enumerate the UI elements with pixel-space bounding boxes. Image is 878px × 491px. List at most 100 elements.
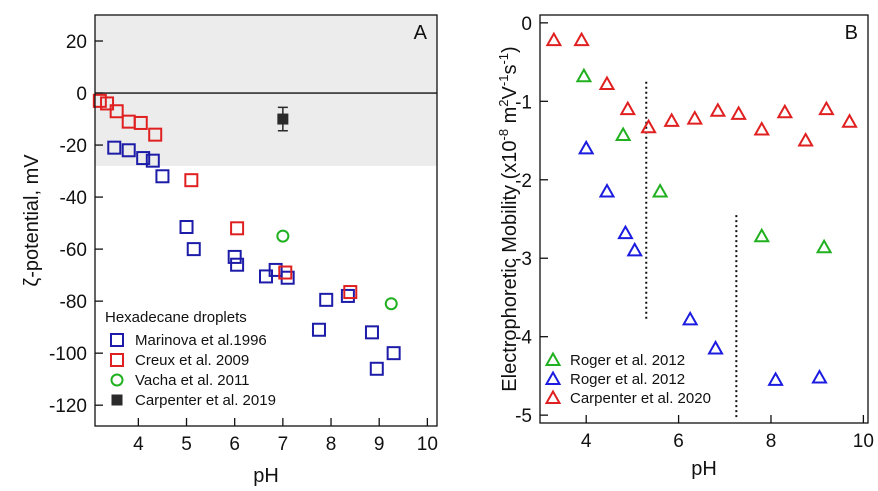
panel-a-ticks: 4 5 6 7 8 9 10 20 0 -20 -40 -60 -80 -100 -120 — [49, 32, 438, 455]
panel-a-data-point — [384, 297, 398, 311]
panel-a-data-point — [369, 361, 384, 376]
panel-a-frame — [94, 14, 438, 427]
panel-b-y-tick-label: -1 — [515, 92, 532, 113]
panel-a-legend-label: Carpenter et al. 2019 — [135, 392, 276, 409]
panel-a-data-point — [109, 104, 124, 119]
panel-b-y-tick-label: -2 — [515, 171, 532, 192]
panel-b-ylabel-exp4: -1 — [496, 53, 511, 65]
panel-b-y-tick-label: -3 — [515, 249, 532, 270]
panel-a-legend-label: Vacha et al. 2011 — [135, 372, 250, 389]
panel-b-ylabel-exp1: -8 — [496, 129, 511, 141]
panel-b-ylabel-mid: m — [499, 107, 521, 129]
panel-a-y-tick-label: -60 — [60, 240, 87, 261]
panel-a-x-tick-label: 5 — [181, 434, 192, 455]
panel-b-data-point — [707, 339, 724, 355]
panel-a-data-point — [340, 288, 355, 303]
panel-a-marks — [92, 93, 401, 376]
panel-b-y-tick-label: -4 — [515, 328, 532, 349]
panel-b-data-point — [776, 103, 794, 119]
panel-b-data-point — [598, 75, 616, 91]
panel-b-data-point — [686, 110, 703, 125]
panel-b-data-point — [841, 113, 858, 128]
panel-b-data-point — [614, 126, 632, 142]
panel-b-ylabel-exp2: 2 — [496, 99, 511, 106]
panel-b-ylabel-suffix: ) — [499, 46, 521, 53]
panel-b-x-tick-label: 6 — [673, 431, 684, 452]
panel-a-legend-marker — [111, 394, 123, 406]
panel-b-data-point — [815, 238, 833, 254]
panel-a-legend-label: Marinova et al.1996 — [135, 332, 267, 349]
panel-b-legend-label: Roger et al. 2012 — [570, 371, 685, 388]
panel-b-ticks: 4 6 8 10 0 -1 -2 -3 -4 -5 — [515, 14, 874, 452]
panel-b: 4 6 8 10 0 -1 -2 -3 -4 -5 B pH Electrophoretic Mo… — [496, 14, 874, 480]
panel-a-legend-marker — [110, 333, 124, 347]
panel-a-y-tick-label: -120 — [49, 396, 87, 417]
panel-b-y-tick-label: 0 — [521, 14, 532, 35]
panel-b-x-tick-label: 8 — [766, 431, 777, 452]
panel-b-ylabel-exp3: -1 — [496, 75, 511, 87]
panel-a-data-point — [121, 143, 136, 158]
panel-a-x-tick-label: 6 — [229, 434, 240, 455]
panel-b-data-point — [577, 139, 595, 155]
panel-b-data-point — [818, 100, 835, 116]
panel-a-data-point — [268, 262, 283, 277]
panel-a-x-tick-label: 8 — [326, 434, 337, 455]
panel-a-legend: Hexadecane droplets Marinova et al.1996 C… — [105, 309, 276, 409]
panel-b-x-axis-label: pH — [691, 458, 717, 480]
panel-b-ylabel-v: V — [499, 85, 521, 99]
panel-a-data-point — [277, 113, 289, 125]
panel-b-data-point — [767, 371, 784, 386]
panel-a-y-tick-label: 20 — [66, 32, 87, 53]
panel-b-frame — [539, 14, 869, 424]
panel-a-data-point — [343, 285, 358, 300]
panel-a-data-point — [155, 169, 170, 184]
panel-a-y-tick-label: -40 — [60, 188, 87, 209]
panel-b-data-point — [709, 102, 727, 117]
panel-b-data-point — [545, 31, 563, 47]
panel-b-legend-marker — [544, 351, 562, 366]
panel-a-x-axis-label: pH — [253, 465, 279, 486]
panel-b-data-point — [811, 368, 828, 384]
panel-b-data-point — [797, 132, 814, 147]
panel-a-data-point — [136, 151, 151, 166]
panel-b-legend-marker — [544, 370, 562, 385]
panel-b-data-point — [640, 118, 657, 134]
panel-a-data-point — [186, 242, 201, 257]
panel-b-marks — [545, 31, 858, 386]
panel-a-data-point — [311, 322, 326, 337]
panel-b-data-point — [753, 121, 770, 136]
panel-a-y-tick-label: -20 — [60, 136, 87, 157]
panel-b-data-point — [619, 100, 636, 116]
panel-a-data-point — [364, 325, 379, 340]
panel-b-ylabel-s: s — [499, 65, 521, 75]
panel-b-data-point — [681, 310, 699, 326]
panel-a-data-point — [386, 346, 401, 361]
panel-a-data-point — [100, 96, 115, 111]
panel-b-data-point — [573, 31, 590, 47]
panel-a-legend-label: Creux et al. 2009 — [135, 352, 249, 369]
panel-b-legend-label: Roger et al. 2012 — [570, 352, 685, 369]
panel-a-data-point — [278, 265, 293, 280]
panel-a-data-point — [179, 220, 194, 235]
panel-a-x-tick-label: 9 — [374, 434, 385, 455]
panel-b-x-tick-label: 4 — [581, 431, 592, 452]
panel-b-ylabel-prefix: Electrophoretic Mobility (x10 — [499, 140, 521, 391]
panel-b-legend-marker — [544, 389, 562, 404]
panel-a-y-tick-label: -100 — [49, 344, 87, 365]
panel-b-data-point — [651, 183, 669, 198]
panel-b-dotted-lines — [645, 81, 738, 420]
panel-b-y-tick-label: -5 — [515, 406, 532, 427]
panel-b-data-point — [598, 183, 616, 198]
panel-b-legend-label: Carpenter et al. 2020 — [570, 390, 711, 407]
panel-a-shaded-band — [95, 15, 437, 166]
panel-a-data-point — [230, 221, 245, 236]
panel-a-data-point — [230, 257, 245, 272]
panel-b-data-point — [626, 241, 643, 257]
panel-a-x-tick-label: 4 — [133, 434, 144, 455]
panel-b-letter: B — [845, 22, 858, 44]
panel-b-legend: Roger et al. 2012 Roger et al. 2012 Carpen… — [544, 351, 711, 407]
panel-a-data-point — [319, 292, 334, 307]
panel-a-y-tick-label: -80 — [60, 292, 87, 313]
